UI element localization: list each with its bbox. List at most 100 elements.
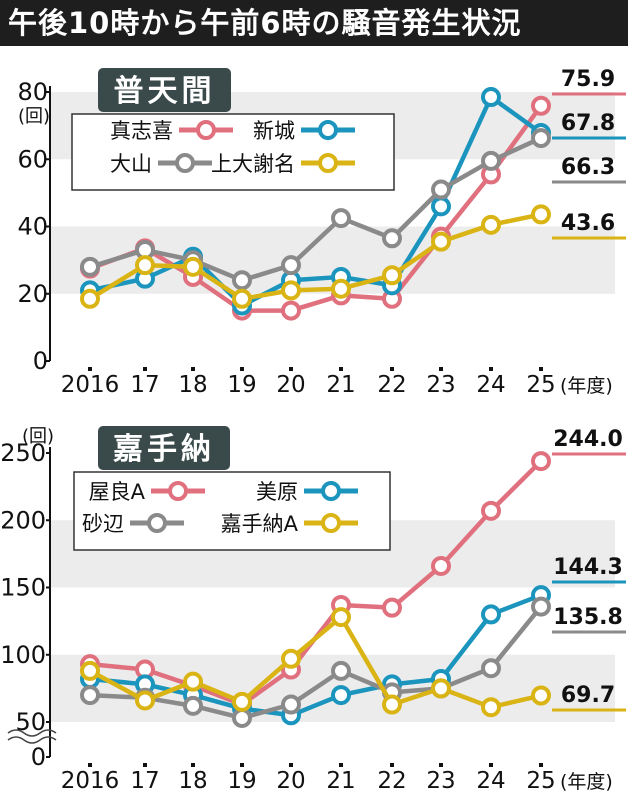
y-tick-label: 0 — [33, 347, 48, 375]
data-point — [384, 600, 400, 616]
data-point — [234, 291, 250, 307]
data-point — [483, 606, 499, 622]
x-tick-dot — [191, 763, 195, 767]
data-point — [82, 687, 98, 703]
x-tick-dot — [143, 367, 147, 371]
legend-marker — [177, 155, 193, 171]
x-tick-dot — [88, 763, 92, 767]
data-point — [533, 206, 549, 222]
data-point — [82, 259, 98, 275]
legend-marker — [323, 515, 339, 531]
data-point — [533, 453, 549, 469]
end-value-label: 43.6 — [561, 211, 615, 236]
legend-marker — [320, 122, 336, 138]
y-tick-label: 80 — [17, 78, 48, 106]
page-title: 午後10時から午前6時の騒音発生状況 — [0, 0, 628, 46]
chart-panel-1: 0 20 40 60 80(回) 2016 17 18 19 20 21 22 23 24 25 (年度) 75… — [17, 67, 626, 398]
end-value-label: 135.8 — [553, 605, 623, 630]
legend-marker — [323, 483, 339, 499]
x-axis-label: (年度) — [560, 375, 613, 397]
y-tick-label: 200 — [0, 506, 46, 534]
y-tick-label: 60 — [17, 145, 48, 173]
x-tick-label: 25 — [526, 768, 555, 794]
data-point — [234, 694, 250, 710]
x-tick-label: 21 — [326, 768, 355, 794]
data-point — [185, 259, 201, 275]
x-tick-dot — [289, 367, 293, 371]
data-point — [533, 599, 549, 615]
y-tick-label: 20 — [17, 280, 48, 308]
legend-label: 美原 — [256, 480, 298, 504]
data-point — [483, 503, 499, 519]
legend-label: 砂辺 — [82, 512, 124, 536]
x-tick-label: 17 — [130, 372, 159, 398]
end-value-label: 244.0 — [553, 427, 623, 452]
x-tick-dot — [439, 367, 443, 371]
data-point — [384, 230, 400, 246]
x-tick-label: 24 — [476, 768, 505, 794]
panel-title: 嘉手納 — [113, 432, 215, 467]
data-point — [283, 303, 299, 319]
data-point — [433, 558, 449, 574]
data-point — [333, 281, 349, 297]
data-point — [137, 692, 153, 708]
x-tick-label: 20 — [276, 768, 305, 794]
x-tick-label: 18 — [178, 768, 207, 794]
x-tick-dot — [240, 367, 244, 371]
end-value-label: 144.3 — [553, 555, 623, 580]
data-point — [333, 210, 349, 226]
end-value-label: 69.7 — [561, 683, 615, 708]
x-tick-label: 19 — [227, 768, 256, 794]
x-tick-dot — [539, 763, 543, 767]
x-tick-dot — [191, 367, 195, 371]
data-point — [433, 198, 449, 214]
data-point — [333, 609, 349, 625]
x-tick-dot — [88, 367, 92, 371]
data-point — [82, 291, 98, 307]
legend-marker — [170, 483, 186, 499]
legend-marker — [320, 155, 336, 171]
end-value-label: 66.3 — [561, 155, 615, 180]
x-tick-dot — [390, 367, 394, 371]
x-tick-label: 25 — [526, 372, 555, 398]
data-point — [234, 272, 250, 288]
data-point — [137, 257, 153, 273]
data-point — [483, 660, 499, 676]
end-value-label: 67.8 — [561, 111, 615, 136]
x-tick-label: 23 — [426, 768, 455, 794]
x-tick-label: 17 — [130, 768, 159, 794]
data-point — [185, 674, 201, 690]
x-tick-dot — [143, 763, 147, 767]
x-tick-dot — [539, 367, 543, 371]
data-point — [433, 234, 449, 250]
x-axis-label: (年度) — [560, 771, 613, 793]
data-point — [433, 680, 449, 696]
y-tick-label: 40 — [17, 213, 48, 241]
legend-label: 大山 — [110, 152, 152, 176]
x-tick-label: 2016 — [61, 372, 120, 398]
data-point — [533, 130, 549, 146]
x-tick-label: 24 — [476, 372, 505, 398]
end-value-label: 75.9 — [561, 67, 615, 92]
data-point — [283, 697, 299, 713]
legend-label: 新城 — [253, 119, 295, 143]
y-axis-label: (回) — [22, 426, 54, 447]
data-point — [283, 651, 299, 667]
x-tick-label: 19 — [227, 372, 256, 398]
data-point — [283, 257, 299, 273]
x-tick-label: 22 — [377, 372, 406, 398]
y-tick-label: 0 — [31, 743, 46, 771]
legend-label: 屋良A — [89, 480, 146, 504]
data-point — [185, 698, 201, 714]
y-axis-label: (回) — [18, 106, 50, 127]
legend-marker — [198, 122, 214, 138]
x-tick-label: 20 — [276, 372, 305, 398]
x-tick-dot — [339, 367, 343, 371]
x-tick-dot — [439, 763, 443, 767]
x-tick-dot — [489, 763, 493, 767]
x-tick-label: 18 — [178, 372, 207, 398]
x-tick-dot — [339, 763, 343, 767]
x-tick-label: 22 — [377, 768, 406, 794]
